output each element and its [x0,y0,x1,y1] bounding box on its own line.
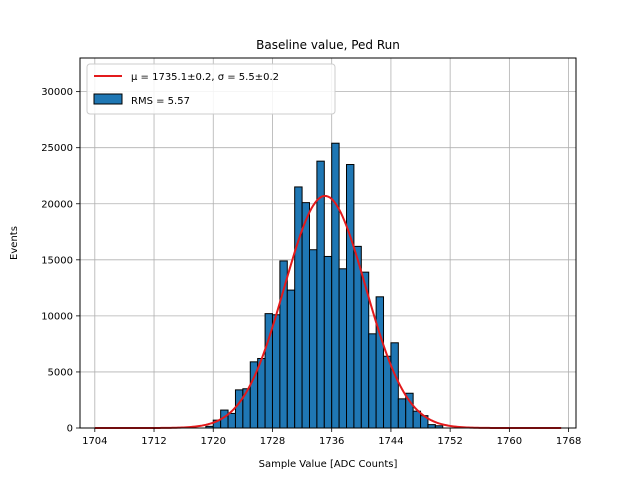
y-tick-label: 15000 [41,255,73,266]
histogram-bar [338,268,348,429]
y-tick-label: 5000 [48,367,73,378]
histogram-bar [368,333,377,429]
legend-hist-swatch [93,93,123,105]
histogram-bar [271,314,281,429]
legend-fit-label: μ = 1735.1±0.2, σ = 5.5±0.2 [131,72,279,83]
x-tick-label: 1728 [260,436,285,447]
y-axis-label: Events [9,226,20,260]
x-tick-label: 1752 [437,436,462,447]
chart-title: Baseline value, Ped Run [256,38,400,52]
histogram-bar [427,424,436,429]
histogram-bar [346,164,355,429]
legend: μ = 1735.1±0.2, σ = 5.5±0.2 RMS = 5.57 [86,63,336,115]
y-tick-label: 10000 [41,311,73,322]
histogram-bar [316,160,325,429]
histogram-bar [234,389,244,429]
histogram-bar [286,289,296,429]
plot-frame [79,57,577,429]
histogram-bar [301,202,310,429]
legend-hist-label: RMS = 5.57 [131,96,190,107]
histogram-bar [308,249,318,429]
x-tick-label: 1760 [497,436,522,447]
x-tick-label: 1704 [82,436,107,447]
histogram-bar [375,296,385,429]
histogram-bar [412,410,422,429]
x-tick-label: 1712 [141,436,166,447]
histogram-bar [397,398,407,429]
histogram-bar [353,245,362,429]
histogram-bar [294,186,303,429]
x-axis-label: Sample Value [ADC Counts] [259,459,398,470]
y-tick-label: 0 [67,424,73,435]
x-tick-label: 1768 [556,436,581,447]
y-tick-label: 20000 [41,199,73,210]
histogram-bar [227,412,236,429]
histogram-bar [323,255,333,429]
histogram-bar [331,142,340,429]
histogram-bar [390,342,399,429]
x-axis-ticks: 1704 1712 1720 1728 1736 1744 1752 1760 1768 [82,428,581,447]
x-tick-label: 1744 [378,436,403,447]
x-tick-label: 1720 [201,436,226,447]
histogram-bar [279,260,288,429]
histogram-bar [383,355,392,429]
legend-box [86,63,336,115]
y-tick-label: 30000 [41,87,73,98]
x-tick-label: 1736 [319,436,344,447]
histogram-bar [257,357,266,429]
y-axis-ticks: 0 5000 10000 15000 20000 25000 30000 [41,87,80,435]
y-tick-label: 25000 [41,143,73,154]
